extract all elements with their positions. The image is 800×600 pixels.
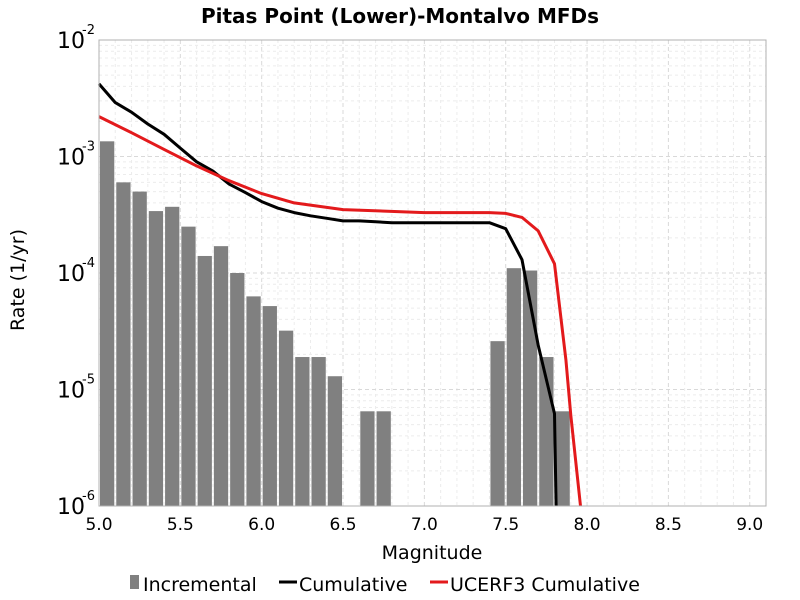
incremental-bar bbox=[165, 206, 180, 506]
y-tick-exponent: -4 bbox=[82, 256, 95, 271]
x-tick-label: 8.0 bbox=[574, 515, 601, 535]
cumulative-lines bbox=[97, 82, 582, 507]
incremental-bars bbox=[100, 141, 570, 507]
incremental-bar bbox=[522, 270, 538, 506]
x-tick-label: 5.0 bbox=[85, 515, 112, 535]
y-tick-exponent: -2 bbox=[82, 23, 95, 38]
incremental-bar bbox=[278, 330, 294, 506]
y-tick-label: 10-4 bbox=[57, 256, 95, 287]
incremental-bar bbox=[246, 296, 261, 506]
incremental-bar bbox=[132, 191, 147, 506]
x-tick-labels: 5.0 5.5 6.0 6.5 7.0 7.5 8.0 8.5 9.0 bbox=[85, 515, 763, 535]
y-tick-exponent: -3 bbox=[82, 140, 95, 155]
cumulative-line bbox=[97, 82, 558, 507]
incremental-bar bbox=[490, 341, 505, 506]
x-tick-label: 7.0 bbox=[411, 515, 438, 535]
incremental-bar bbox=[213, 246, 229, 506]
grid bbox=[99, 40, 766, 506]
incremental-bar bbox=[555, 411, 570, 506]
legend-swatch bbox=[130, 575, 139, 589]
incremental-bar bbox=[181, 226, 196, 506]
x-tick-label: 5.5 bbox=[167, 515, 194, 535]
incremental-bar bbox=[327, 376, 343, 506]
incremental-bar bbox=[230, 273, 245, 506]
y-tick-labels: 10-610-510-410-310-2 bbox=[57, 23, 95, 520]
legend-item: Incremental bbox=[130, 574, 257, 596]
incremental-bar bbox=[116, 182, 131, 506]
incremental-bar bbox=[100, 141, 115, 507]
x-tick-label: 9.0 bbox=[736, 515, 763, 535]
y-tick-label: 10-2 bbox=[57, 23, 95, 54]
y-tick-exponent: -6 bbox=[82, 489, 95, 504]
incremental-bar bbox=[506, 268, 521, 506]
incremental-bar bbox=[311, 357, 326, 506]
y-tick-base: 10 bbox=[57, 29, 85, 54]
incremental-bar bbox=[262, 306, 277, 506]
x-tick-label: 8.5 bbox=[655, 515, 682, 535]
legend-label: Cumulative bbox=[299, 574, 407, 596]
x-axis-label: Magnitude bbox=[382, 542, 483, 564]
y-tick-base: 10 bbox=[57, 379, 85, 404]
incremental-bar bbox=[376, 411, 391, 506]
legend-label: UCERF3 Cumulative bbox=[450, 574, 640, 596]
incremental-bar bbox=[295, 357, 310, 506]
legend: Incremental Cumulative UCERF3 Cumulative bbox=[130, 574, 640, 596]
y-tick-exponent: -5 bbox=[82, 373, 95, 388]
y-tick-label: 10-6 bbox=[57, 489, 95, 520]
y-tick-base: 10 bbox=[57, 495, 85, 520]
y-tick-base: 10 bbox=[57, 146, 85, 171]
plot-frame bbox=[98, 39, 767, 507]
y-tick-label: 10-3 bbox=[57, 140, 95, 171]
x-tick-label: 6.0 bbox=[248, 515, 275, 535]
y-axis-label: Rate (1/yr) bbox=[7, 229, 29, 331]
y-tick-base: 10 bbox=[57, 262, 85, 287]
incremental-bar bbox=[148, 211, 164, 506]
ucerf3-cumulative-line bbox=[98, 115, 582, 507]
legend-item: UCERF3 Cumulative bbox=[430, 574, 640, 596]
y-tick-label: 10-5 bbox=[57, 373, 95, 404]
incremental-bar bbox=[360, 411, 375, 506]
legend-label: Incremental bbox=[143, 574, 257, 596]
chart-title: Pitas Point (Lower)-Montalvo MFDs bbox=[201, 4, 599, 28]
legend-item: Cumulative bbox=[279, 574, 407, 596]
incremental-bar bbox=[197, 255, 212, 506]
x-tick-label: 6.5 bbox=[330, 515, 357, 535]
x-tick-label: 7.5 bbox=[492, 515, 519, 535]
